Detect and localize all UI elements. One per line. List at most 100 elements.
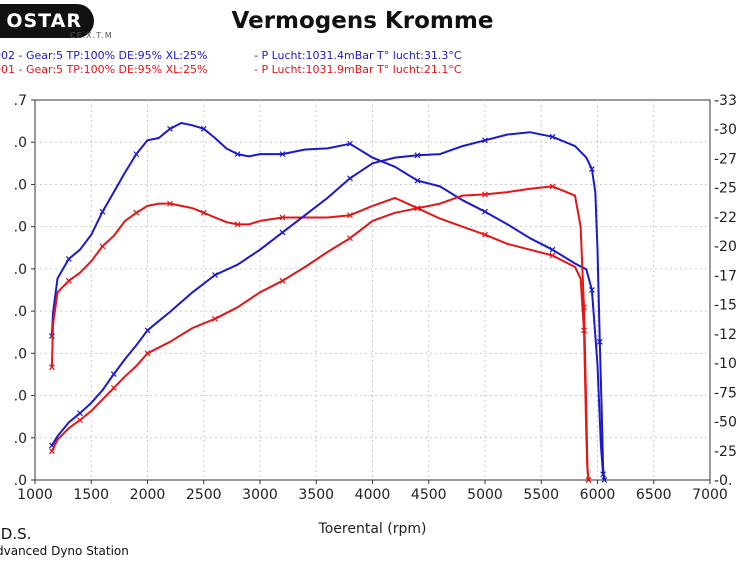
series-0-marker [200,125,207,132]
x-tick-label: 7000 [692,487,728,503]
x-tick-label: 3500 [298,487,334,503]
series-1-marker [234,221,241,228]
series-line-0-left-torque [50,122,607,481]
y-right-tick-label: -0. [714,473,732,489]
y-right-tick-label: -25 [714,181,737,197]
series-3-marker [279,277,286,284]
series-3-marker [48,448,55,455]
series-line-3-right-power [51,185,590,481]
y-right-tick-label: -50 [714,415,737,431]
series-0-marker [549,246,556,253]
series-2-marker [414,152,421,159]
legend-entry-run-002: 002 - Gear:5 TP:100% DE:95% XL:25% - P L… [0,49,462,62]
y-left-tick-label: .0 [14,389,27,405]
x-tick-label: 1000 [17,487,53,503]
y-right-tick-label: -30 [714,122,737,138]
x-axis-label: Toerental (rpm) [318,521,427,537]
series-0-marker [414,177,421,184]
y-left-tick-label: .0 [14,346,27,362]
brand-logo-subtitle: CE.X.T.M [70,31,113,40]
legend-run-001-settings: 001 - Gear:5 TP:100% DE:95% XL:25% [0,63,208,76]
series-1-marker [99,243,106,250]
chart-title: Vermogens Kromme [231,8,494,34]
y-right-tick-label: -27 [714,151,737,167]
legend-run-001-conditions: - P Lucht:1031.9mBar T° lucht:21.1°C [254,63,462,76]
y-right-tick-label: -75 [714,385,737,401]
series-3-marker [581,304,587,311]
series-1-marker [200,209,207,216]
series-2-marker [279,229,286,236]
series-3-marker [347,235,353,242]
series-0-marker [347,140,353,147]
y-left-tick-label: .7 [14,93,27,109]
series-0-marker [99,208,106,215]
x-tick-label: 4500 [411,487,447,503]
y-right-tick-label: -33 [714,93,737,109]
series-3-marker [585,477,592,483]
series-3-marker [414,205,421,212]
series-2-marker [110,371,117,377]
series-2-marker [212,272,218,278]
series-2-marker [588,166,595,173]
x-tick-label: 5500 [523,487,559,503]
series-0-marker [167,125,173,132]
x-tick-label: 4000 [355,487,391,503]
brand-logo-text: OSTAR [6,10,82,32]
x-tick-label: 6500 [636,487,672,503]
legend-entry-run-001: 001 - Gear:5 TP:100% DE:95% XL:25% - P L… [0,63,462,76]
x-tick-label: 6000 [580,487,616,503]
y-right-tick-label: -22 [714,210,737,226]
series-2-marker [144,327,151,334]
y-right-tick-label: -10 [714,356,737,372]
series-1-marker [133,209,140,216]
y-left-tick-label: .0 [14,135,27,151]
y-left-tick-label: .0 [14,262,27,278]
series-2-marker [596,338,603,345]
series-2-marker [77,410,83,417]
y-left-tick-label: .0 [14,177,27,193]
series-2-marker [601,477,608,483]
series-2-marker [482,137,488,144]
series-3-marker [144,350,151,357]
y-right-tick-label: -25 [714,444,737,460]
series-1-marker [279,214,286,221]
series-0-marker [234,151,241,158]
series-0-marker [133,151,140,158]
series-1-marker [482,231,488,238]
series-3-marker [77,417,83,424]
y-right-tick-label: -12 [714,327,737,343]
series-0-marker [588,287,595,293]
series-3-marker [110,384,117,391]
y-left-tick-label: .0 [14,473,27,489]
y-right-tick-label: -15 [714,298,737,314]
series-line-1-left-torque [50,196,590,481]
series-1-marker [65,277,72,284]
x-tick-label: 1500 [73,487,109,503]
series-2-marker [347,175,353,182]
y-left-tick-label: .0 [14,220,27,236]
footer-ads-full: dvanced Dyno Station [0,544,129,558]
series-0-marker [279,151,286,158]
series-1-marker [48,364,55,371]
series-3-marker [549,183,556,190]
series-0-marker [65,255,72,262]
y-right-tick-label: -20 [714,239,737,255]
series-1-marker [347,212,353,219]
series-1-marker [167,200,173,207]
x-tick-label: 2000 [130,487,166,503]
series-3-marker [212,315,218,322]
legend-run-002-conditions: - P Lucht:1031.4mBar T° lucht:31.3°C [254,49,462,62]
y-left-tick-label: .0 [14,431,27,447]
series-1-marker [549,252,556,259]
x-tick-label: 5000 [467,487,503,503]
y-left-tick-label: .0 [14,304,27,320]
x-tick-label: 3000 [242,487,278,503]
series-3-marker [482,191,488,198]
x-tick-label: 2500 [186,487,222,503]
footer-ads: .D.S. [0,525,32,543]
series-0-marker [482,208,488,215]
legend-run-002-settings: 002 - Gear:5 TP:100% DE:95% XL:25% [0,49,208,62]
brand-logo: OSTAR [0,4,94,38]
series-2-marker [549,133,556,140]
